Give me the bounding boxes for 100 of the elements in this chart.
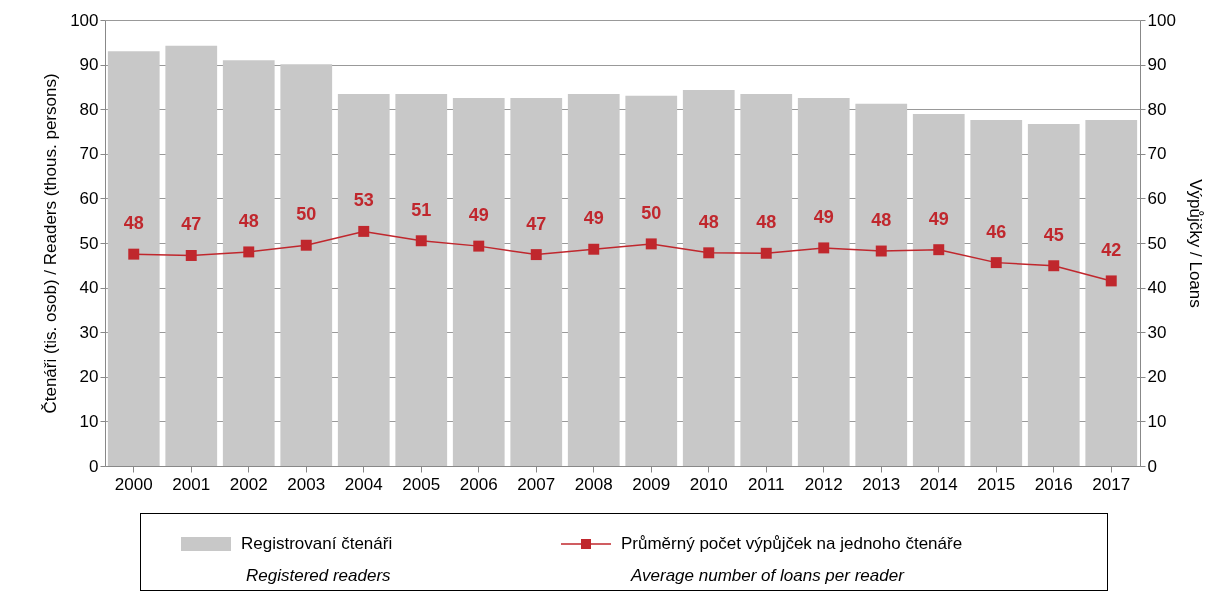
bar (682, 90, 735, 466)
y2-tick-label: 30 (1147, 322, 1167, 342)
y-tick-label: 50 (79, 233, 99, 253)
data-label: 49 (813, 206, 834, 227)
y2-tick-label: 0 (1147, 456, 1157, 476)
bar (280, 64, 333, 466)
point (300, 239, 312, 251)
text: Average number of loans per reader (631, 566, 904, 586)
point (933, 244, 945, 256)
point (185, 250, 197, 261)
bar (395, 94, 448, 466)
x-tick-label: 2009 (632, 474, 671, 494)
bar (452, 98, 505, 466)
y2-tick-label: 80 (1147, 99, 1167, 119)
data-label: 46 (986, 221, 1007, 242)
data-label: 45 (1043, 224, 1064, 245)
data-label: 50 (641, 202, 662, 223)
x-tick-label: 2010 (689, 474, 728, 494)
x-tick-label: 2017 (1092, 474, 1131, 494)
legend-label: Registrovaní čtenáři (241, 534, 393, 554)
y-tick-label: 90 (79, 55, 99, 75)
x-tick-label: 2012 (804, 474, 843, 494)
x-tick-label: 2003 (287, 474, 326, 494)
bar (107, 51, 160, 466)
bar (567, 94, 620, 466)
bar (165, 45, 218, 466)
bar (510, 98, 563, 466)
point (1048, 260, 1060, 272)
x-tick-label: 2007 (517, 474, 556, 494)
y2-tick-label: 70 (1147, 144, 1167, 164)
point (358, 225, 370, 237)
x-tick-label: 2002 (229, 474, 268, 494)
y-tick-label: 10 (79, 411, 99, 431)
point (473, 240, 485, 252)
y2-tick-label: 60 (1147, 188, 1167, 208)
bar (337, 94, 390, 466)
text: Registered readers (246, 566, 391, 586)
data-label: 48 (238, 210, 259, 231)
data-label: 49 (468, 205, 489, 226)
point (760, 247, 772, 259)
data-label: 42 (1101, 239, 1122, 260)
point (1105, 275, 1117, 287)
x-tick-label: 2001 (172, 474, 211, 494)
y2-tick-label: 100 (1147, 10, 1176, 30)
bar (1027, 123, 1080, 466)
point (703, 247, 715, 259)
data-label: 49 (928, 208, 949, 229)
y-tick-label: 60 (79, 188, 99, 208)
point (530, 249, 542, 261)
legend-label: Průměrný počet výpůjček na jednoho čtenáře (621, 534, 963, 554)
bar (855, 103, 908, 466)
data-label: 53 (353, 190, 374, 211)
y2-tick-label: 50 (1147, 233, 1167, 253)
data-label: 47 (181, 214, 202, 235)
x-tick-label: 2011 (747, 474, 785, 494)
y-tick-label: 40 (79, 278, 99, 298)
y-tick-label: 70 (79, 144, 99, 164)
point (415, 235, 427, 247)
y2-tick-label: 10 (1147, 411, 1167, 431)
y-tick-label: 0 (89, 456, 99, 476)
y2-tick-label: 40 (1147, 278, 1167, 298)
data-label: 48 (756, 212, 777, 233)
x-tick-label: 2005 (402, 474, 441, 494)
y-tick-label: 100 (70, 10, 99, 30)
y-axis-title: Čtenáři (tis. osob) / Readers (thous. persons) (41, 73, 61, 414)
y2-tick-label: 90 (1147, 55, 1167, 75)
bar (970, 119, 1023, 466)
data-label: 49 (583, 208, 604, 229)
point (818, 242, 830, 254)
data-label: 48 (698, 211, 719, 232)
point (645, 238, 657, 250)
y-tick-label: 20 (79, 367, 99, 387)
bar (797, 98, 850, 466)
point (243, 246, 255, 258)
x-tick-label: 2015 (977, 474, 1016, 494)
point (588, 243, 600, 255)
x-tick-label: 2013 (862, 474, 901, 494)
data-label: 48 (871, 210, 892, 231)
bar (1085, 119, 1138, 466)
y-tick-label: 30 (79, 322, 99, 342)
bar (912, 114, 965, 466)
x-tick-label: 2016 (1034, 474, 1073, 494)
data-label: 47 (526, 213, 547, 234)
point (128, 248, 140, 260)
y-tick-label: 80 (79, 99, 99, 119)
bar (740, 94, 793, 466)
point (990, 257, 1002, 269)
bar (625, 95, 678, 466)
x-tick-label: 2004 (344, 474, 383, 494)
x-tick-label: 2006 (459, 474, 498, 494)
bar (222, 60, 275, 466)
x-tick-label: 2000 (114, 474, 153, 494)
data-label: 50 (296, 204, 317, 225)
data-label: 51 (411, 199, 432, 220)
data-label: 48 (123, 213, 144, 234)
point (875, 245, 887, 257)
y2-axis-title: Výpůjčky / Loans (1185, 179, 1205, 308)
y2-tick-label: 20 (1147, 367, 1167, 387)
x-tick-label: 2014 (919, 474, 958, 494)
x-tick-label: 2008 (574, 474, 613, 494)
